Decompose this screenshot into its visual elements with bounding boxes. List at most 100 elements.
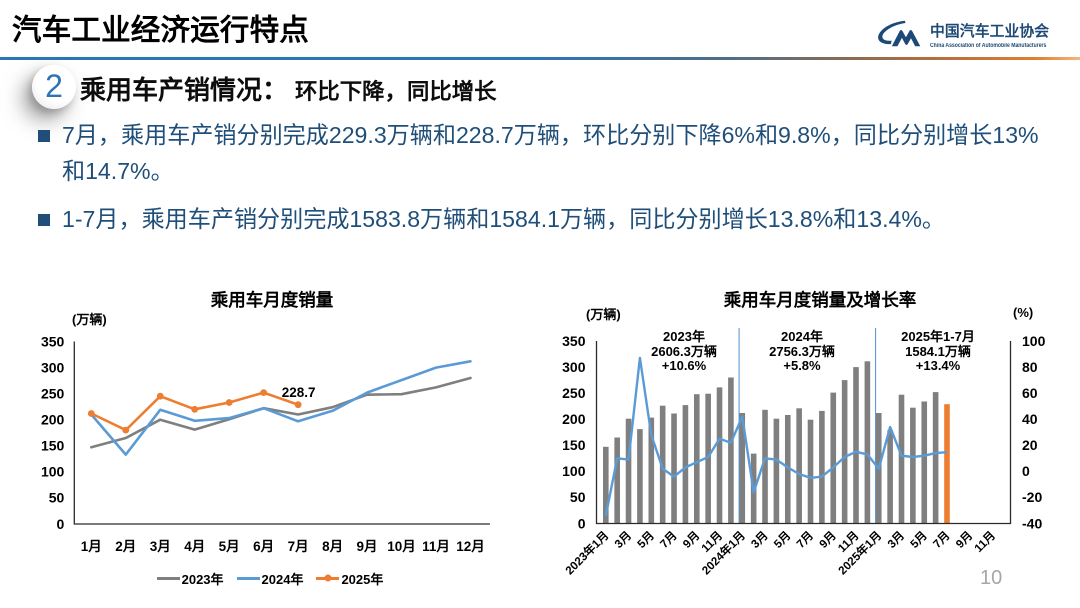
bullet-list: 7月，乘用车产销分别完成229.3万辆和228.7万辆，环比分别下降6%和9.8… xyxy=(38,117,1044,249)
legend-label-2023: 2023年 xyxy=(181,572,224,587)
legend-item-2023: 2023年 xyxy=(156,569,224,588)
caam-cm-logo-icon xyxy=(878,20,921,47)
right-chart-right-tick: 20 xyxy=(1022,437,1038,453)
sales-bar-2025年6月 xyxy=(932,392,939,524)
caam-logo-text: 中国汽车工业协会 China Association of Automobile… xyxy=(930,20,1067,49)
sales-bar-2023年1月 xyxy=(603,446,609,524)
series-marker-2025年 xyxy=(225,399,233,406)
section-heading-main: 乘用车产销情况： xyxy=(80,75,289,105)
right-chart-x-tick: 5月 xyxy=(635,529,657,551)
series-marker-2025年 xyxy=(156,392,164,400)
left-x-tick: 5月 xyxy=(219,539,240,554)
left-x-tick: 4月 xyxy=(184,539,205,554)
section-number: 2 xyxy=(45,67,63,104)
bullet-text-1: 7月，乘用车产销分别完成229.3万辆和228.7万辆，环比分别下降6%和9.8… xyxy=(62,122,1039,184)
sales-bar-2024年6月 xyxy=(796,408,802,524)
left-x-tick: 8月 xyxy=(322,539,343,554)
section-number-badge: 2 xyxy=(32,65,76,109)
sales-bar-2024年10月 xyxy=(841,380,848,524)
legend-label-2025: 2025年 xyxy=(341,572,384,587)
sales-bar-2023年7月 xyxy=(671,413,677,524)
left-chart-y-unit: (万辆) xyxy=(72,312,107,327)
bullet-item-1: 7月，乘用车产销分别完成229.3万辆和228.7万辆，环比分别下降6%和9.8… xyxy=(38,117,1044,189)
left-chart-title: 乘用车月度销量 xyxy=(210,290,334,310)
right-chart-x-tick: 9月 xyxy=(680,529,702,551)
section-heading: 乘用车产销情况： 环比下降，同比增长 xyxy=(80,70,497,107)
annotation-2023-total: 2606.3万辆 xyxy=(651,343,717,359)
bullet-square-icon xyxy=(38,214,50,226)
right-chart-x-tick: 7月 xyxy=(931,529,953,551)
right-chart-left-tick: 200 xyxy=(562,411,586,427)
right-chart-title: 乘用车月度销量及增长率 xyxy=(723,290,917,310)
left-x-tick: 1月 xyxy=(81,539,102,554)
annotation-2023-growth: +10.6% xyxy=(661,358,707,374)
sales-bar-2023年6月 xyxy=(659,405,666,524)
sales-bar-2024年11月 xyxy=(853,367,859,524)
sales-bar-2023年9月 xyxy=(693,394,700,524)
right-chart-axes xyxy=(595,341,1012,525)
right-chart-left-tick: 350 xyxy=(562,333,586,349)
series-line-2023年 xyxy=(90,376,472,449)
left-y-tick: 350 xyxy=(41,333,65,349)
left-x-tick: 2月 xyxy=(115,539,136,554)
right-chart-right-tick: 40 xyxy=(1022,411,1038,427)
right-chart-x-tick: 7月 xyxy=(794,529,816,551)
right-chart-right-tick: 80 xyxy=(1022,359,1038,375)
sales-bar-2024年3月 xyxy=(762,409,768,524)
sales-bar-2023年8月 xyxy=(682,405,689,524)
sales-bar-2025年5月 xyxy=(921,401,928,524)
sales-bar-2024年9月 xyxy=(830,392,837,524)
sales-bar-2023年12月 xyxy=(728,377,734,524)
right-chart-right-tick: 0 xyxy=(1022,463,1030,479)
right-chart-left-tick: 250 xyxy=(562,385,586,401)
right-chart-x-tick: 3月 xyxy=(749,529,771,551)
right-chart-right-tick: -20 xyxy=(1022,489,1042,505)
left-x-tick: 11月 xyxy=(422,539,450,554)
legend-label-2024: 2024年 xyxy=(261,572,304,587)
sales-bar-2023年11月 xyxy=(716,387,723,524)
left-y-tick: 150 xyxy=(41,438,65,454)
right-chart-x-tick: 5月 xyxy=(771,529,793,551)
left-x-tick: 6月 xyxy=(253,539,274,554)
right-chart-left-unit: (万辆) xyxy=(586,307,621,322)
sales-bar-2023年3月 xyxy=(625,418,632,524)
sales-bar-2024年5月 xyxy=(784,415,791,524)
right-chart-left-tick: 100 xyxy=(562,463,586,479)
annotation-2025-total: 1584.1万辆 xyxy=(905,343,971,359)
title-underline-rule xyxy=(0,57,1080,60)
legend-line-2025-icon xyxy=(316,574,340,582)
right-chart-x-tick: 3月 xyxy=(885,529,907,551)
caam-logo-name-en: China Association of Automobile Manufact… xyxy=(930,42,1047,49)
sales-bar-2024年12月 xyxy=(864,361,871,524)
caam-logo: 中国汽车工业协会 China Association of Automobile… xyxy=(876,20,1067,49)
annotation-2024-total: 2756.3万辆 xyxy=(769,343,835,359)
annotation-2023: 2023年 2606.3万辆 +10.6% xyxy=(604,329,764,374)
point-label-228-7: 228.7 xyxy=(282,385,316,400)
annotation-2025-growth: +13.4% xyxy=(915,358,961,374)
right-chart-right-tick: -40 xyxy=(1022,515,1042,531)
left-y-tick: 50 xyxy=(49,490,65,506)
left-chart-axes xyxy=(73,341,490,525)
sales-bar-2023年5月 xyxy=(648,417,655,524)
left-y-tick: 200 xyxy=(41,412,65,428)
sales-bar-2024年4月 xyxy=(773,418,780,524)
series-marker-2025年 xyxy=(260,389,268,396)
page-number: 10 xyxy=(980,567,1003,589)
caam-logo-name-cn: 中国汽车工业协会 xyxy=(930,24,1050,40)
right-chart-x-tick: 9月 xyxy=(953,529,975,551)
right-chart-left-tick: 300 xyxy=(562,359,586,375)
left-y-tick: 100 xyxy=(41,464,65,480)
left-x-tick: 12月 xyxy=(456,539,485,554)
legend-line-2024-icon xyxy=(236,577,260,580)
right-chart-x-tick: 7月 xyxy=(658,529,680,551)
right-chart-left-tick: 150 xyxy=(562,437,586,453)
section-heading-sub: 环比下降，同比增长 xyxy=(295,79,497,104)
series-marker-2025年 xyxy=(122,426,130,434)
annotation-2023-year: 2023年 xyxy=(663,329,705,344)
right-chart-x-tick: 2023年1月 xyxy=(562,528,611,577)
left-x-tick: 9月 xyxy=(357,539,378,554)
annotation-2025: 2025年1-7月 1584.1万辆 +13.4% xyxy=(858,329,1018,374)
annotation-2025-year: 2025年1-7月 xyxy=(901,329,975,344)
sales-bar-2023年4月 xyxy=(637,429,643,524)
right-chart-left-tick: 50 xyxy=(570,489,586,505)
